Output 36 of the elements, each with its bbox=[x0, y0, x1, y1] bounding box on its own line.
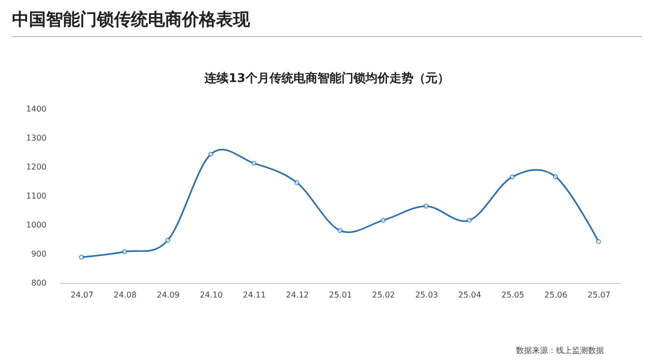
y-tick-label: 900 bbox=[31, 250, 46, 258]
point bbox=[251, 160, 256, 166]
point bbox=[380, 218, 386, 223]
x-tick-label: 25.01 bbox=[329, 290, 352, 300]
point bbox=[122, 249, 128, 254]
chart-title: 中国智能门锁传统电商价格表现 bbox=[12, 9, 250, 31]
x-tick-label: 25.07 bbox=[588, 290, 610, 300]
x-tick-label: 24.10 bbox=[200, 290, 223, 300]
y-tick-label: 1100 bbox=[26, 192, 46, 200]
x-tick-label: 24.08 bbox=[114, 290, 137, 300]
point bbox=[208, 152, 214, 157]
x-tick-label: 24.12 bbox=[286, 290, 309, 300]
point bbox=[510, 174, 515, 180]
point bbox=[466, 218, 472, 223]
point bbox=[338, 228, 342, 234]
point bbox=[424, 204, 429, 209]
x-tick-label: 25.06 bbox=[544, 290, 568, 300]
y-tick-label: 1400 bbox=[26, 104, 46, 114]
y-tick-label: 1300 bbox=[26, 134, 46, 142]
y-tick-label: 1200 bbox=[26, 162, 46, 172]
x-tick-label: 24.07 bbox=[70, 290, 94, 300]
point bbox=[294, 180, 300, 186]
chart-subtitle: 连续13个月传统电商智能门锁均价走势（元） bbox=[204, 70, 450, 87]
y-tick-label: 1000 bbox=[26, 220, 46, 230]
point bbox=[79, 254, 84, 260]
point bbox=[165, 238, 170, 243]
point bbox=[596, 239, 601, 244]
x-tick-label: 25.05 bbox=[501, 290, 524, 300]
x-tick-label: 25.02 bbox=[372, 290, 396, 300]
x-tick-label: 25.04 bbox=[458, 290, 482, 300]
x-tick-label: 25.03 bbox=[415, 290, 438, 300]
y-tick-label: 800 bbox=[31, 278, 46, 288]
point bbox=[552, 174, 558, 180]
x-tick-label: 24.09 bbox=[156, 290, 180, 300]
x-tick-label: 24.11 bbox=[242, 290, 266, 300]
source-note: 数据来源：线上监测数据 bbox=[516, 345, 604, 356]
